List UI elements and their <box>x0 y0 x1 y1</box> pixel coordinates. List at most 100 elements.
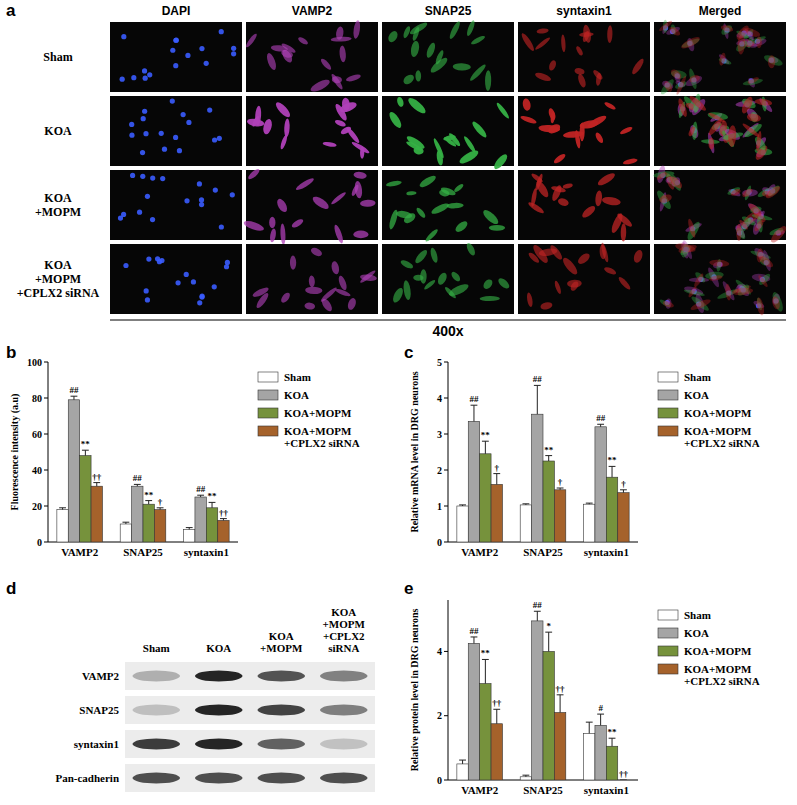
error-bar <box>597 424 604 427</box>
error-cap <box>459 760 466 761</box>
error-stem <box>560 695 561 713</box>
text-line: +CPLX2 siRNA <box>17 286 100 300</box>
bar <box>532 621 543 780</box>
cell <box>425 42 437 59</box>
micrograph <box>110 22 242 92</box>
micrograph-ground <box>110 96 242 166</box>
legend-label: KOA+MOPM <box>284 407 352 419</box>
nucleus <box>181 112 186 117</box>
x-tick-label: syntaxin1 <box>184 546 229 558</box>
bar <box>491 724 502 780</box>
cell <box>576 251 591 266</box>
cell <box>274 100 293 119</box>
y-tick <box>444 542 448 543</box>
text-line: KOA+MOPM <box>284 425 352 437</box>
cell <box>305 286 323 294</box>
cell <box>536 28 549 35</box>
significance: †† <box>92 472 102 482</box>
cell <box>462 135 477 154</box>
micrograph <box>518 170 650 242</box>
bar <box>154 510 165 542</box>
error-bar <box>534 385 541 414</box>
rule <box>110 320 786 321</box>
cell <box>736 224 741 241</box>
cell <box>735 24 751 42</box>
y-tick-label: 60 <box>32 429 42 440</box>
y-tick-label: 40 <box>32 465 42 476</box>
lane-label: KOA+MOPM+CPLX2siRNA <box>323 606 366 654</box>
error-cap <box>71 396 78 397</box>
cell <box>448 20 462 40</box>
cell <box>548 59 558 71</box>
cell <box>720 23 734 36</box>
cell <box>402 73 416 86</box>
error-stem <box>85 450 86 455</box>
legend-swatch <box>658 426 678 436</box>
nucleus <box>141 116 146 121</box>
cell <box>295 177 316 192</box>
error-cap <box>609 738 616 739</box>
cell <box>251 115 260 127</box>
micrograph <box>653 165 789 245</box>
legend-label: Sham <box>684 371 711 383</box>
blot-strip <box>125 662 375 690</box>
error-stem <box>485 441 486 454</box>
panel-label: a <box>6 1 16 20</box>
y-tick-label: 100 <box>27 357 42 368</box>
nucleus <box>143 76 148 81</box>
text-line: KOA+MOPM <box>684 425 752 437</box>
cell <box>561 34 566 52</box>
bar <box>457 764 468 780</box>
cell <box>689 297 712 312</box>
legend-label: KOA+MOPM <box>684 645 752 657</box>
text-line: +MOPM <box>35 272 81 286</box>
nucleus <box>230 192 235 197</box>
bars <box>57 396 229 542</box>
cell <box>331 261 341 275</box>
bar <box>554 490 565 542</box>
bar <box>606 477 617 542</box>
cell <box>741 122 760 138</box>
cell <box>771 296 781 310</box>
cell <box>557 197 570 207</box>
cell <box>659 78 676 96</box>
cell <box>668 25 682 37</box>
text-line: +CPLX2 siRNA <box>284 437 360 449</box>
text-line: KOA <box>684 627 709 639</box>
nucleus <box>146 256 151 261</box>
error-cap <box>557 694 564 695</box>
text-line: KOA <box>269 630 294 642</box>
bar <box>218 520 229 542</box>
micrograph <box>654 239 786 316</box>
cell <box>360 146 364 158</box>
error-bar <box>471 637 478 643</box>
error-cap <box>620 489 627 490</box>
nucleus <box>159 131 164 136</box>
y-tick <box>44 506 48 507</box>
nucleus <box>173 38 178 43</box>
cell <box>450 270 462 283</box>
cell <box>728 125 737 147</box>
blot-band <box>258 773 306 784</box>
cell <box>265 52 278 71</box>
cell <box>391 286 405 304</box>
cell <box>444 286 458 300</box>
nucleus <box>150 176 155 181</box>
blot-band <box>258 739 306 750</box>
micrograph-ground <box>382 96 514 166</box>
blot-band <box>133 671 181 682</box>
bar-chart: b020406080100Fluorescence intensity (a.u… <box>6 343 360 558</box>
column-header: DAPI <box>162 4 191 18</box>
error-bar <box>82 450 89 455</box>
cell <box>658 193 673 205</box>
text-line: Sham <box>143 642 170 654</box>
error-bar <box>557 695 564 713</box>
cell <box>354 180 363 198</box>
error-bar <box>534 611 541 621</box>
cell <box>405 134 426 151</box>
cell <box>320 297 334 313</box>
nucleus <box>144 288 149 293</box>
cell <box>680 35 702 51</box>
error-stem <box>473 637 474 643</box>
panel-label: d <box>6 579 16 598</box>
